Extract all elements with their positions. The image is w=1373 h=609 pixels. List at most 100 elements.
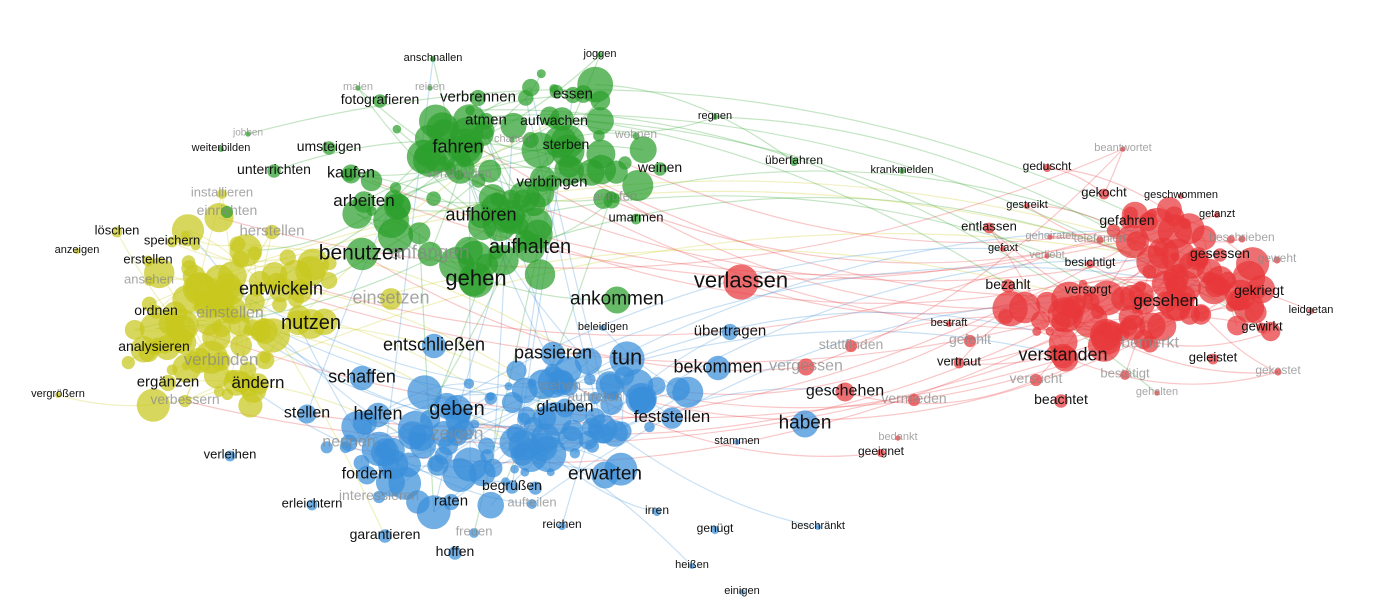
node-bubble[interactable] — [540, 341, 566, 367]
node-bubble[interactable] — [584, 373, 596, 386]
node-label-red[interactable]: gesessen — [1190, 245, 1250, 261]
node-bubble[interactable] — [1146, 208, 1157, 219]
node-bubble[interactable] — [180, 230, 190, 240]
node-label-blue[interactable]: schaffen — [328, 366, 396, 386]
node-bubble[interactable] — [245, 131, 251, 137]
node-bubble[interactable] — [661, 407, 683, 429]
node-label-blue[interactable]: genügt — [697, 521, 734, 535]
node-bubble[interactable] — [1256, 322, 1268, 334]
node-bubble[interactable] — [712, 114, 718, 120]
node-bubble[interactable] — [1178, 193, 1184, 199]
node-label-red[interactable]: beschrieben — [1209, 230, 1274, 244]
node-label-green[interactable]: joggen — [582, 48, 616, 60]
node-bubble[interactable] — [1193, 305, 1210, 322]
node-bubble[interactable] — [171, 214, 205, 247]
node-label-red[interactable]: vertraut — [937, 354, 981, 369]
node-label-yellow[interactable]: vergrößern — [31, 388, 85, 400]
node-label-blue[interactable]: begrüßen — [482, 477, 542, 493]
node-label-red[interactable]: gesehen — [1133, 291, 1198, 310]
node-bubble[interactable] — [559, 139, 573, 153]
node-bubble[interactable] — [513, 189, 532, 208]
node-bubble[interactable] — [1180, 218, 1191, 230]
node-bubble[interactable] — [528, 481, 543, 495]
node-label-yellow[interactable]: ansehen — [124, 272, 174, 287]
node-label-green[interactable]: umarmen — [609, 210, 664, 225]
node-label-blue[interactable]: beschränkt — [791, 520, 845, 532]
node-bubble[interactable] — [653, 162, 667, 176]
node-label-blue[interactable]: entschließen — [383, 334, 485, 354]
node-label-blue[interactable]: einigen — [724, 585, 759, 597]
node-bubble[interactable] — [622, 170, 654, 201]
node-bubble[interactable] — [520, 467, 530, 477]
node-bubble[interactable] — [689, 563, 695, 569]
node-bubble[interactable] — [297, 404, 317, 424]
node-bubble[interactable] — [178, 394, 192, 408]
node-label-red[interactable]: besichtigt — [1065, 255, 1116, 269]
node-bubble[interactable] — [279, 249, 296, 266]
node-label-red[interactable]: geschehen — [806, 383, 884, 400]
node-bubble[interactable] — [547, 115, 561, 129]
node-bubble[interactable] — [166, 364, 178, 376]
node-bubble[interactable] — [588, 423, 605, 440]
node-bubble[interactable] — [442, 458, 477, 493]
node-bubble[interactable] — [306, 499, 318, 511]
node-bubble[interactable] — [152, 337, 162, 347]
node-bubble[interactable] — [504, 382, 513, 391]
node-label-red[interactable]: bedankt — [878, 431, 917, 443]
node-label-blue[interactable]: raten — [434, 492, 468, 509]
node-label-green[interactable]: fahren — [432, 136, 483, 156]
node-label-green[interactable]: wohnen — [614, 127, 657, 141]
node-bubble[interactable] — [501, 477, 510, 487]
node-bubble[interactable] — [1244, 301, 1267, 324]
node-bubble[interactable] — [320, 441, 333, 454]
node-bubble[interactable] — [789, 157, 799, 167]
node-label-yellow[interactable]: speichern — [144, 233, 200, 248]
node-label-green[interactable]: sterben — [543, 136, 590, 152]
node-bubble[interactable] — [1054, 394, 1068, 408]
node-bubble[interactable] — [647, 377, 666, 395]
node-bubble[interactable] — [953, 357, 965, 369]
node-label-green[interactable]: weiterbilden — [191, 142, 251, 154]
node-label-blue[interactable]: übertragen — [694, 322, 767, 339]
node-bubble[interactable] — [588, 391, 602, 405]
node-bubble[interactable] — [618, 156, 632, 170]
node-bubble[interactable] — [600, 325, 606, 331]
node-bubble[interactable] — [426, 191, 441, 206]
node-bubble[interactable] — [438, 155, 449, 166]
node-label-red[interactable]: vergessen — [769, 358, 843, 375]
node-bubble[interactable] — [339, 441, 352, 454]
node-label-yellow[interactable]: ergänzen — [137, 373, 200, 390]
node-bubble[interactable] — [549, 84, 559, 94]
node-bubble[interactable] — [1082, 285, 1094, 297]
node-bubble[interactable] — [322, 141, 336, 155]
node-bubble[interactable] — [414, 144, 436, 166]
node-label-blue[interactable]: glauben — [537, 399, 594, 416]
node-bubble[interactable] — [1164, 268, 1177, 282]
node-bubble[interactable] — [1131, 304, 1141, 314]
node-bubble[interactable] — [469, 528, 479, 538]
node-bubble[interactable] — [574, 347, 602, 375]
node-label-red[interactable]: versorgt — [1065, 282, 1112, 297]
node-bubble[interactable] — [506, 360, 527, 381]
node-bubble[interactable] — [355, 85, 361, 91]
node-bubble[interactable] — [585, 439, 599, 453]
node-bubble[interactable] — [518, 90, 534, 106]
node-bubble[interactable] — [378, 529, 392, 543]
node-bubble[interactable] — [406, 490, 430, 514]
node-bubble[interactable] — [554, 374, 566, 386]
node-label-red[interactable]: gestreikt — [1006, 199, 1048, 211]
node-label-blue[interactable]: freuen — [456, 524, 493, 539]
node-bubble[interactable] — [1036, 291, 1059, 314]
node-bubble[interactable] — [159, 374, 177, 392]
node-bubble[interactable] — [1051, 312, 1071, 332]
node-bubble[interactable] — [172, 330, 197, 355]
node-bubble[interactable] — [1111, 286, 1136, 311]
node-label-blue[interactable]: garantieren — [350, 526, 421, 542]
node-bubble[interactable] — [1115, 323, 1126, 334]
node-bubble[interactable] — [614, 366, 635, 386]
node-bubble[interactable] — [181, 361, 191, 371]
node-bubble[interactable] — [396, 452, 422, 478]
node-label-green[interactable]: unterrichten — [237, 161, 311, 177]
node-bubble[interactable] — [218, 146, 224, 152]
node-label-red[interactable]: beachtet — [1034, 391, 1088, 407]
